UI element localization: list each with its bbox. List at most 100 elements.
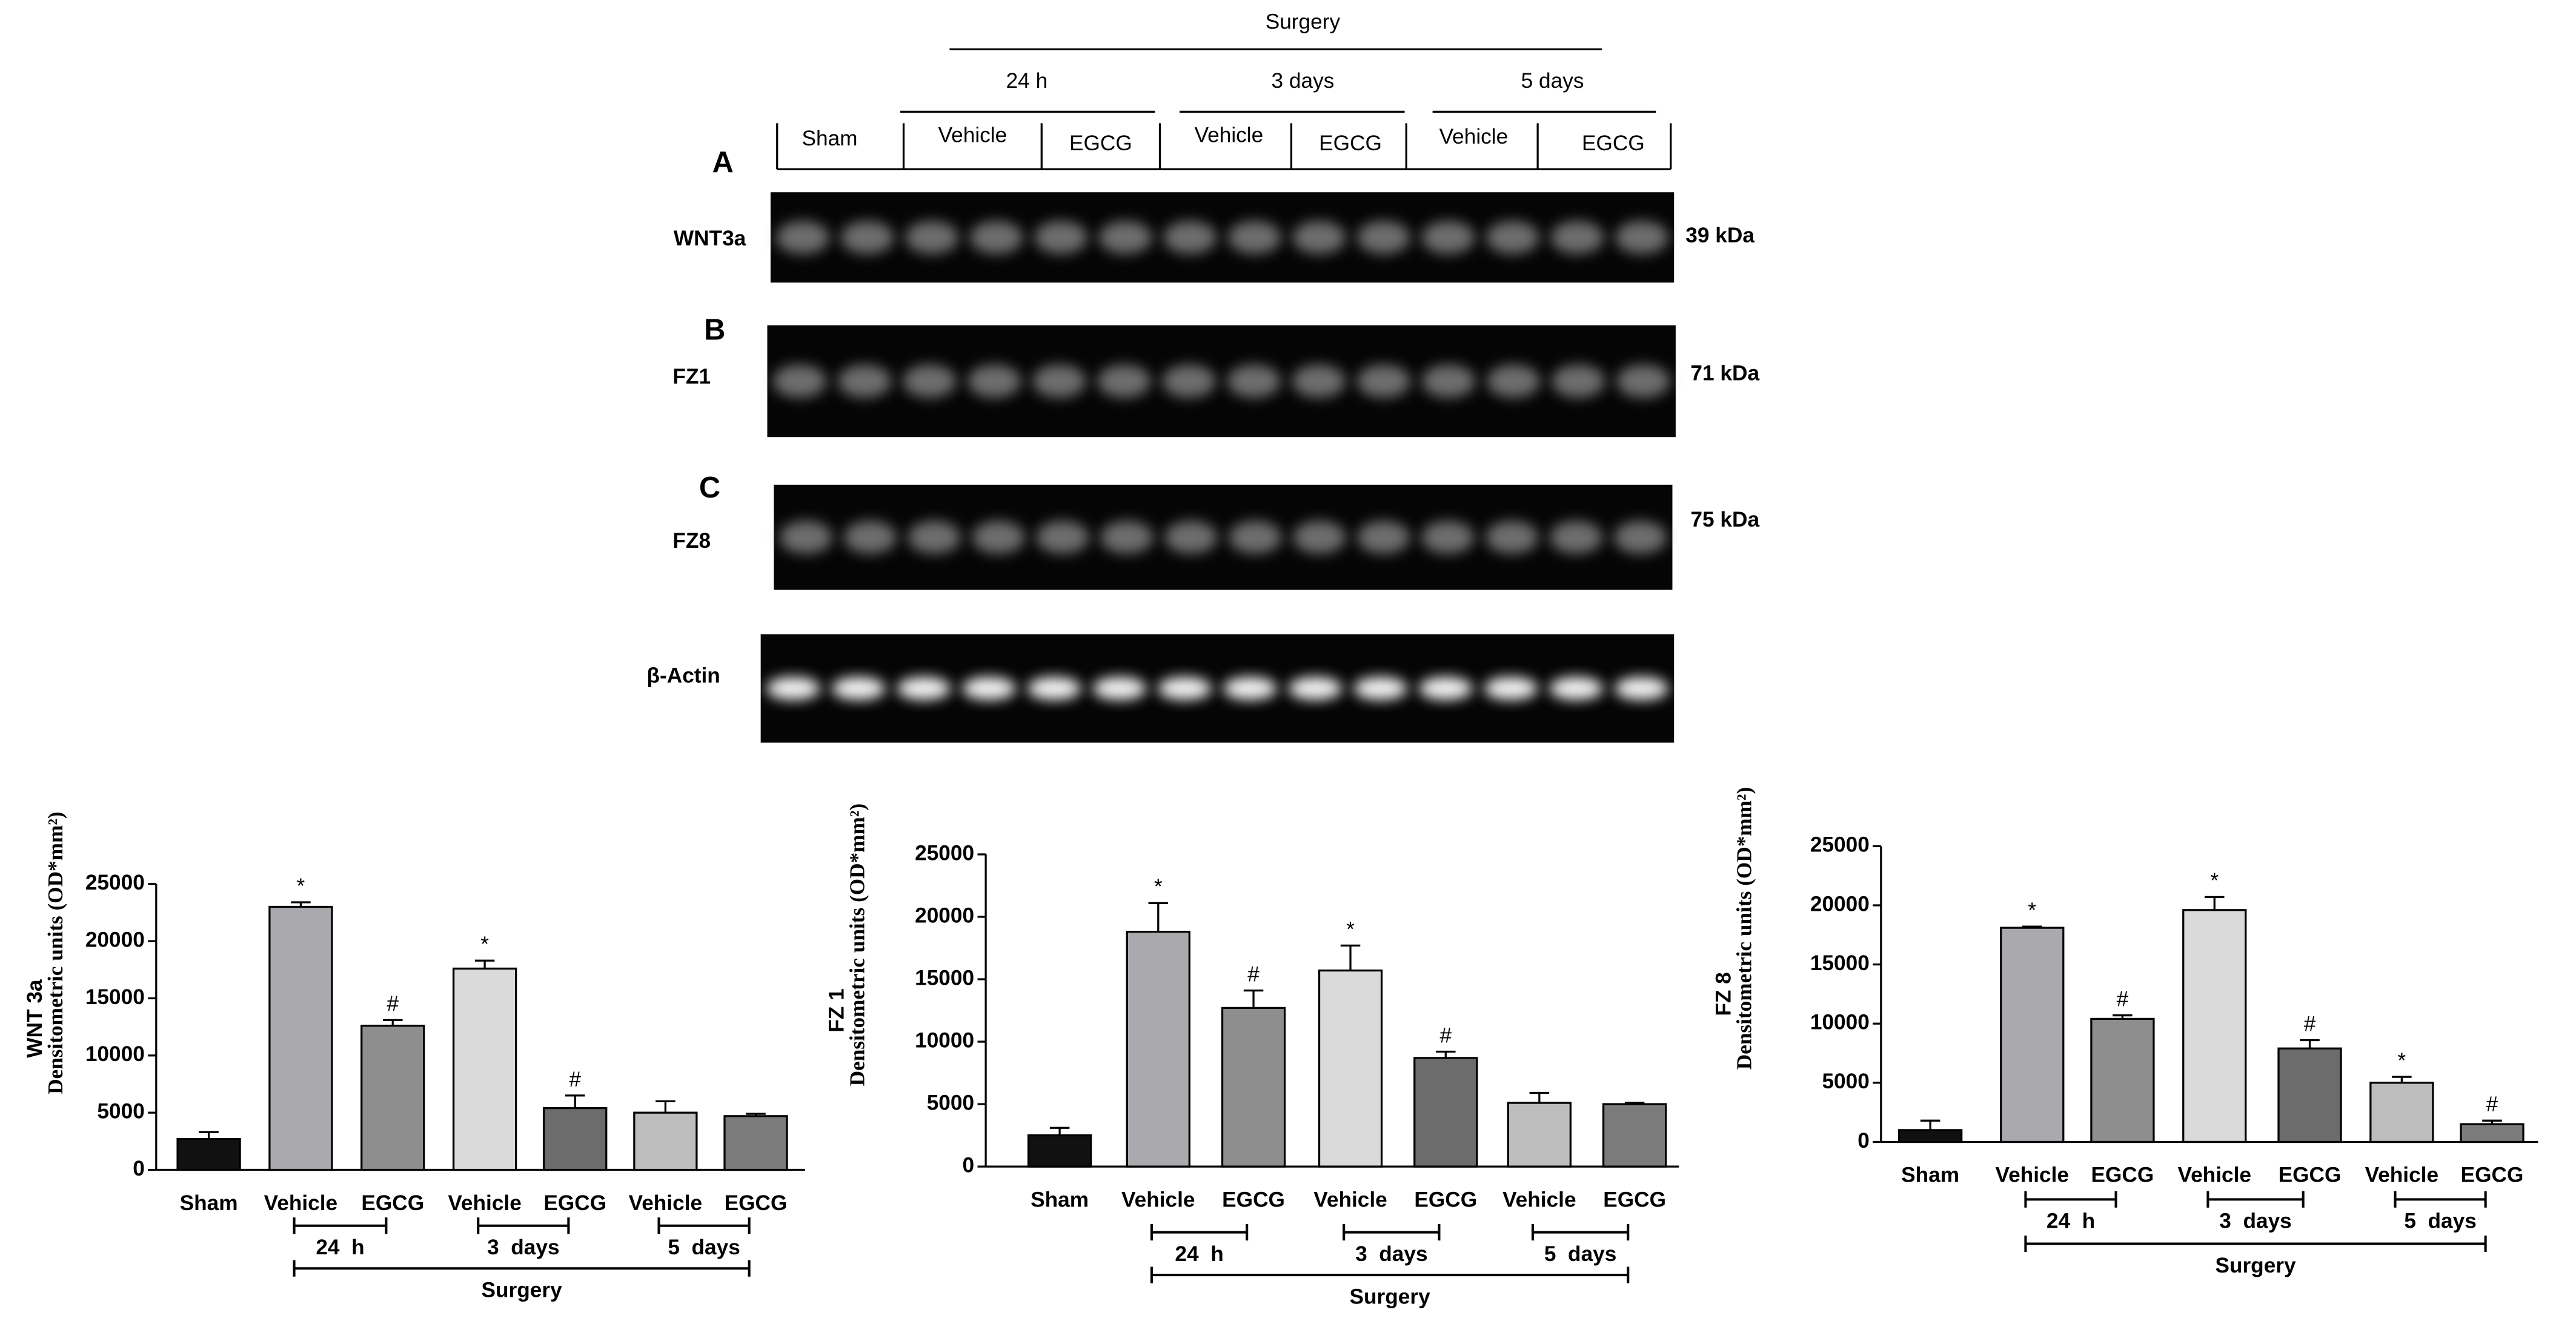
error-bar bbox=[1624, 1102, 1645, 1105]
group-title: Surgery bbox=[1350, 1285, 1431, 1308]
protein-label: FZ1 bbox=[672, 365, 711, 388]
blot-band bbox=[1223, 677, 1277, 700]
y-tick-label: 20000 bbox=[915, 903, 974, 927]
blot-band bbox=[962, 677, 1016, 700]
y-tick-label: 25000 bbox=[915, 841, 974, 865]
significance-marker: # bbox=[1247, 962, 1260, 986]
bar bbox=[268, 905, 333, 1171]
x-tick-label: EGCG bbox=[2091, 1163, 2154, 1187]
blot-band bbox=[1550, 221, 1604, 254]
y-tick-label: 0 bbox=[963, 1153, 975, 1177]
group-label: 5 days bbox=[668, 1236, 740, 1259]
error-bar bbox=[291, 901, 311, 907]
bar bbox=[543, 1107, 608, 1171]
significance-marker: * bbox=[2028, 899, 2036, 922]
blot-band bbox=[1100, 521, 1154, 554]
lane-label: EGCG bbox=[1069, 131, 1132, 155]
blot-band bbox=[1549, 677, 1604, 700]
group-bracket bbox=[2024, 1191, 2117, 1208]
group-bracket bbox=[1343, 1224, 1441, 1241]
blot-image bbox=[767, 325, 1676, 438]
blot-band bbox=[969, 221, 1023, 254]
bar bbox=[1318, 969, 1383, 1168]
panel-letter: C bbox=[699, 471, 720, 504]
blot-band bbox=[905, 221, 959, 254]
blot-band bbox=[779, 521, 832, 554]
blot-band bbox=[1162, 364, 1216, 398]
bar bbox=[176, 1137, 241, 1171]
x-tick-label: Vehicle bbox=[2178, 1163, 2251, 1187]
blot-band bbox=[1421, 521, 1475, 554]
blot-band bbox=[903, 364, 957, 398]
lane-label: EGCG bbox=[1319, 131, 1382, 155]
error-bar bbox=[1243, 989, 1264, 1008]
bar bbox=[1126, 931, 1190, 1168]
x-tick-label: EGCG bbox=[1414, 1188, 1477, 1211]
blot-band bbox=[1613, 521, 1667, 554]
significance-marker: # bbox=[569, 1068, 581, 1091]
blot-band bbox=[972, 521, 1025, 554]
blot-band bbox=[1486, 521, 1539, 554]
error-bar bbox=[199, 1131, 219, 1139]
blot-band bbox=[1487, 364, 1541, 398]
panel-letter: A bbox=[712, 146, 734, 179]
x-tick-label: Vehicle bbox=[629, 1191, 702, 1215]
group-label: 5 days bbox=[1544, 1242, 1616, 1266]
blot-band bbox=[1227, 221, 1281, 254]
time-label: 3 days bbox=[1271, 69, 1334, 93]
y-tick-label: 10000 bbox=[915, 1028, 974, 1052]
group-label: 24 h bbox=[316, 1236, 364, 1259]
x-tick-label: Vehicle bbox=[2365, 1163, 2438, 1187]
x-tick-label: Sham bbox=[1901, 1163, 1959, 1187]
group-label: 3 days bbox=[2219, 1210, 2291, 1233]
significance-marker: # bbox=[1439, 1023, 1452, 1047]
lane-label: Vehicle bbox=[938, 123, 1007, 147]
bar bbox=[1027, 1134, 1092, 1168]
significance-marker: * bbox=[2210, 869, 2219, 893]
blot-band bbox=[1484, 677, 1538, 700]
group-label: 24 h bbox=[2047, 1210, 2095, 1233]
time-label: 24 h bbox=[1006, 69, 1048, 93]
significance-marker: * bbox=[1346, 917, 1355, 941]
surgery-label: Surgery bbox=[1266, 10, 1341, 33]
error-bar bbox=[2113, 1014, 2133, 1019]
error-bar bbox=[2204, 896, 2225, 910]
blot-band bbox=[1549, 521, 1603, 554]
blot-band bbox=[772, 364, 827, 398]
bar bbox=[1507, 1102, 1572, 1168]
error-bar bbox=[382, 1019, 403, 1026]
group-title: Surgery bbox=[2215, 1254, 2296, 1277]
blot-band bbox=[776, 221, 830, 254]
x-tick-label: Vehicle bbox=[1121, 1188, 1195, 1211]
error-bar bbox=[1436, 1050, 1456, 1058]
x-tick-label: EGCG bbox=[725, 1191, 788, 1215]
error-bar bbox=[1920, 1119, 1940, 1130]
group-bracket bbox=[293, 1217, 388, 1234]
blot-band bbox=[1229, 521, 1282, 554]
significance-marker: * bbox=[1154, 875, 1163, 899]
size-label: 71 kDa bbox=[1690, 362, 1759, 385]
error-bar bbox=[1148, 902, 1169, 932]
y-tick-label: 15000 bbox=[1810, 951, 1870, 975]
y-tick-label: 10000 bbox=[85, 1042, 145, 1066]
blot-band bbox=[838, 364, 892, 398]
group-label: 24 h bbox=[1175, 1242, 1223, 1266]
bar bbox=[2277, 1047, 2342, 1143]
significance-marker: # bbox=[387, 992, 399, 1016]
size-label: 75 kDa bbox=[1690, 508, 1759, 531]
y-tick-label: 5000 bbox=[1822, 1070, 1869, 1093]
x-tick-label: Vehicle bbox=[448, 1191, 521, 1215]
group-label: 3 days bbox=[487, 1236, 559, 1259]
error-bar bbox=[565, 1094, 585, 1108]
bar bbox=[1602, 1103, 1667, 1168]
blot-band bbox=[968, 364, 1021, 398]
significance-marker: # bbox=[2486, 1093, 2498, 1116]
y-tick-label: 15000 bbox=[85, 985, 145, 1009]
y-tick-label: 5000 bbox=[97, 1100, 144, 1123]
group-bracket bbox=[1531, 1224, 1630, 1241]
x-tick-label: EGCG bbox=[361, 1191, 424, 1215]
y-tick-label: 25000 bbox=[1810, 833, 1870, 857]
blot-band bbox=[1034, 221, 1088, 254]
